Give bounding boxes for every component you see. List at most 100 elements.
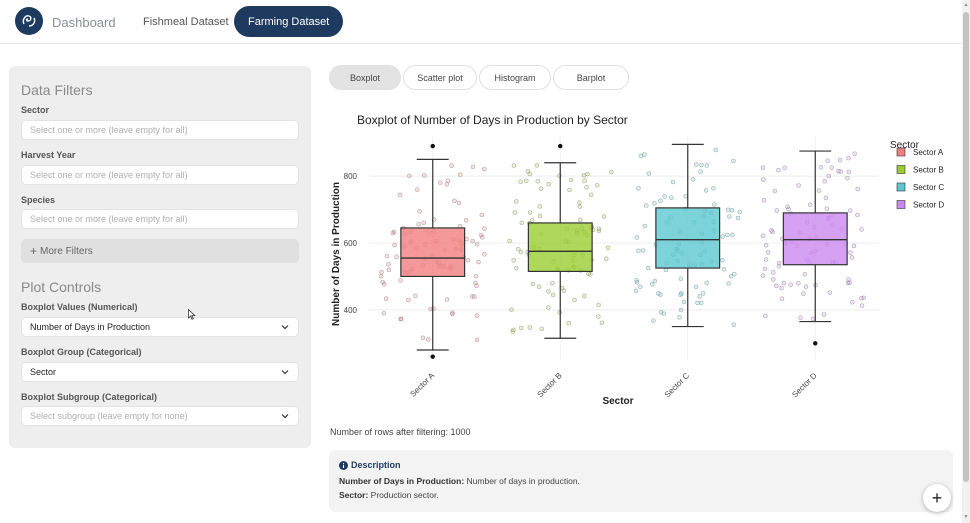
y-axis-label: Number of Days in Production [331, 182, 342, 326]
jitter-point [577, 217, 583, 223]
plot-controls-heading: Plot Controls [21, 279, 102, 295]
jitter-point [737, 209, 743, 215]
outlier-point [558, 143, 563, 149]
sector-filter-input[interactable]: Select one or more (leave empty for all) [21, 120, 299, 140]
jitter-point [698, 300, 704, 306]
boxplot-subgroup-select[interactable]: Select subgroup (leave empty for none) [21, 406, 299, 426]
jitter-point [761, 198, 767, 203]
scroll-up-icon[interactable]: ▲ [963, 2, 969, 8]
species-filter-input[interactable]: Select one or more (leave empty for all) [21, 209, 299, 229]
jitter-point [678, 292, 683, 298]
jitter-point [859, 303, 865, 308]
jitter-point [512, 210, 518, 215]
jitter-point [769, 228, 774, 233]
jitter-point [838, 169, 843, 174]
jitter-point [378, 273, 384, 279]
jitter-point [852, 151, 857, 156]
more-filters-button[interactable]: + More Filters [21, 239, 299, 263]
jitter-point [845, 175, 850, 181]
jitter-point [761, 177, 766, 182]
jitter-point [652, 278, 658, 284]
jitter-point [474, 283, 479, 289]
jitter-point [609, 169, 614, 175]
scroll-down-icon[interactable]: ▼ [963, 514, 969, 520]
boxplot-group-select[interactable]: Sector [21, 362, 299, 382]
chart-legend: Sector Sector A Sector B Sector C Sector D [890, 140, 944, 210]
tab-barplot[interactable]: Barplot [553, 65, 629, 90]
tab-boxplot[interactable]: Boxplot [329, 65, 401, 90]
nav-fishmeal-dataset[interactable]: Fishmeal Dataset [143, 16, 229, 28]
box-2[interactable] [527, 222, 593, 273]
x-tick-label: Sector A [408, 371, 436, 399]
jitter-point [413, 293, 418, 299]
jitter-point [825, 158, 830, 164]
legend-swatch [896, 182, 906, 192]
outlier-point [430, 354, 435, 359]
y-tick-label: 400 [344, 306, 358, 315]
tab-scatter-plot[interactable]: Scatter plot [403, 65, 477, 90]
jitter-point [802, 272, 808, 277]
nav-farming-dataset[interactable]: Farming Dataset [234, 6, 344, 37]
legend-label[interactable]: Sector A [913, 148, 944, 157]
tab-histogram[interactable]: Histogram [479, 65, 551, 90]
jitter-point [458, 172, 463, 177]
chart-title: Boxplot of Number of Days in Production … [357, 113, 628, 127]
jitter-point [646, 265, 651, 271]
boxplot-values-select[interactable]: Number of Days in Production [21, 317, 299, 337]
jitter-point [480, 235, 485, 240]
jitter-point [729, 207, 735, 213]
box-3[interactable] [655, 207, 721, 269]
jitter-point [567, 187, 572, 193]
jitter-point [713, 147, 719, 153]
jitter-point [821, 312, 827, 317]
scrollbar-thumb[interactable] [963, 12, 969, 482]
jitter-point [601, 214, 607, 219]
jitter-point [398, 316, 404, 322]
jitter-point [514, 199, 519, 204]
boxplot-group-label: Boxplot Group (Categorical) [21, 347, 142, 357]
jitter-point [725, 232, 730, 238]
sidebar-panel: Data Filters Sector Select one or more (… [9, 66, 311, 448]
jitter-point [479, 212, 485, 218]
jitter-point [382, 282, 387, 287]
jitter-point [472, 294, 477, 299]
jitter-point [585, 171, 590, 177]
jitter-point [774, 283, 779, 289]
box-1[interactable] [400, 227, 466, 278]
legend-label[interactable]: Sector D [913, 201, 944, 210]
jitter-point [642, 223, 648, 229]
box-4[interactable] [782, 212, 848, 266]
jitter-point [662, 194, 667, 199]
jitter-point [850, 299, 855, 305]
legend-label[interactable]: Sector B [913, 166, 944, 175]
jitter-point [644, 203, 649, 208]
jitter-point [770, 270, 776, 275]
outlier-point [430, 143, 435, 149]
jitter-point [855, 186, 860, 192]
jitter-point [693, 284, 699, 290]
jitter-point [546, 289, 551, 294]
jitter-point [646, 171, 652, 176]
jitter-point [426, 337, 431, 342]
legend-label[interactable]: Sector C [913, 183, 944, 192]
jitter-point [762, 266, 768, 272]
jitter-point [803, 284, 809, 289]
jitter-point [788, 282, 793, 287]
jitter-point [786, 206, 791, 212]
jitter-point [807, 202, 813, 207]
y-tick-label: 600 [344, 239, 358, 248]
jitter-point [474, 241, 480, 247]
jitter-point [379, 270, 384, 275]
jitter-point [851, 243, 857, 249]
nav-dashboard[interactable]: Dashboard [52, 14, 116, 30]
jitter-point [482, 166, 487, 172]
jitter-point [859, 296, 864, 301]
add-fab-button[interactable]: + [923, 484, 951, 512]
jitter-point [518, 325, 524, 331]
page-scrollbar[interactable]: ▲ ▼ [962, 0, 970, 523]
app-logo[interactable] [15, 7, 43, 35]
outlier-point [813, 341, 818, 346]
jitter-point [476, 259, 481, 265]
harvest-year-filter-input[interactable]: Select one or more (leave empty for all) [21, 165, 299, 185]
